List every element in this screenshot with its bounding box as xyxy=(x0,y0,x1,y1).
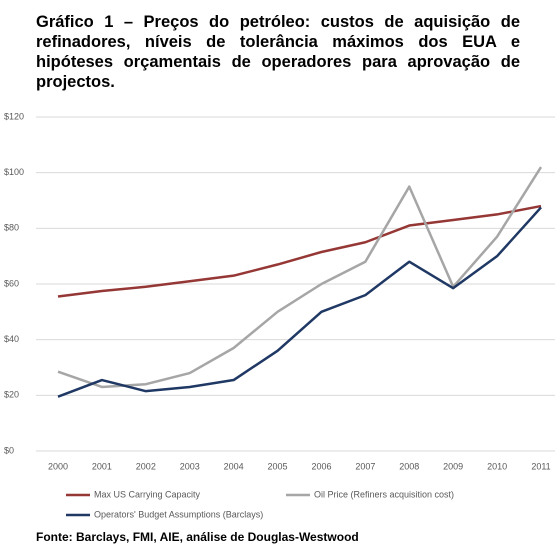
y-tick-label: $20 xyxy=(4,390,19,400)
y-tick-label: $80 xyxy=(4,223,19,233)
x-tick-label: 2010 xyxy=(487,461,507,471)
source: Fonte: Barclays, FMI, AIE, análise de Do… xyxy=(36,530,359,544)
line-series xyxy=(57,206,542,398)
x-tick-label: 2002 xyxy=(136,461,156,471)
legend-label: Operators' Budget Assumptions (Barclays) xyxy=(94,509,263,519)
x-tick-label: 2008 xyxy=(399,461,419,471)
y-tick-label: $40 xyxy=(4,334,19,344)
legend-label: Max US Carrying Capacity xyxy=(94,489,201,499)
chart-title: Gráfico 1 – Preços do petróleo: custos d… xyxy=(36,13,520,91)
line-series xyxy=(57,166,543,389)
x-tick-label: 2001 xyxy=(92,461,112,471)
y-tick-label: $100 xyxy=(4,167,24,177)
x-tick-label: 2003 xyxy=(180,461,200,471)
y-tick-label: $0 xyxy=(4,445,14,455)
x-tick-label: 2005 xyxy=(268,461,288,471)
x-tick-label: 2006 xyxy=(311,461,331,471)
line-series xyxy=(57,204,542,298)
x-tick-label: 2007 xyxy=(355,461,375,471)
y-tick-label: $60 xyxy=(4,278,19,288)
legend-label: Oil Price (Refiners acquisition cost) xyxy=(314,489,454,499)
x-tick-label: 2011 xyxy=(531,461,550,471)
y-tick-label: $120 xyxy=(4,111,24,121)
x-tick-label: 2000 xyxy=(48,461,68,471)
x-tick-label: 2009 xyxy=(443,461,463,471)
x-tick-label: 2004 xyxy=(224,461,244,471)
